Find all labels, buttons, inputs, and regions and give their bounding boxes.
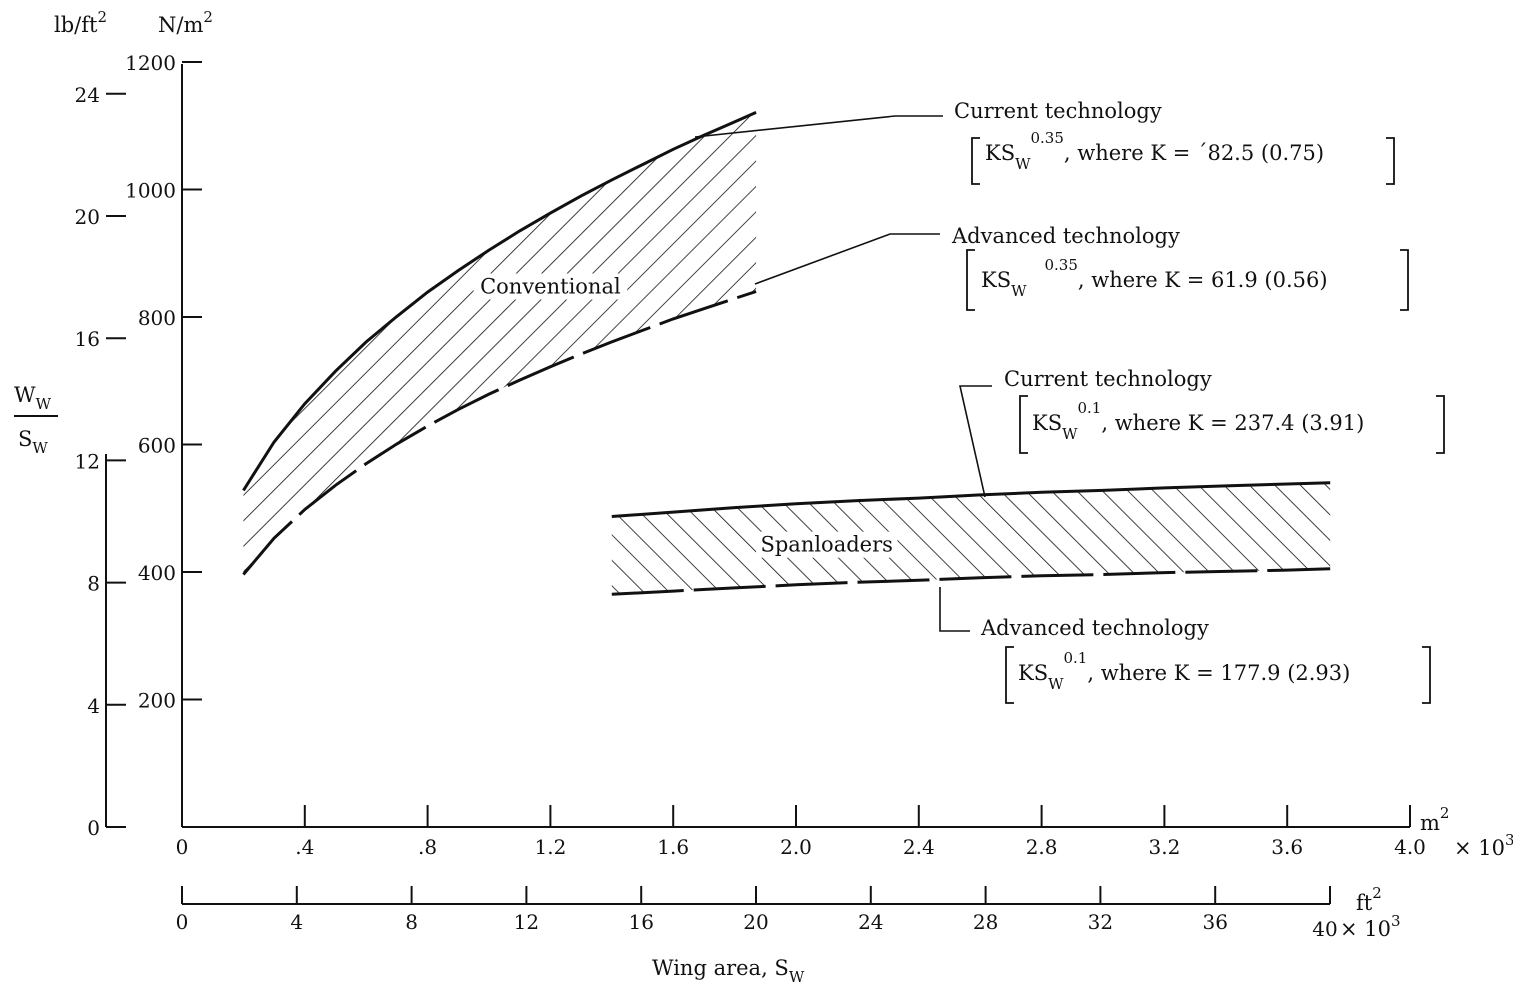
x-axis-metric-ticks: 0 .4 .8 1.2 1.6 2.0 2.4 2.8 3.2 3.6 4.0 bbox=[176, 805, 1426, 859]
x-imperial-tick-label: 12 bbox=[514, 910, 539, 934]
svg-text:SW: SW bbox=[18, 427, 48, 457]
x-axis-metric-multiplier: × 103 bbox=[1454, 831, 1513, 860]
leader-span-advanced bbox=[939, 587, 970, 632]
conventional-advanced-line bbox=[242, 290, 757, 576]
x-axis-metric-unit: m2 bbox=[1420, 804, 1449, 835]
x-metric-tick-label: 2.0 bbox=[780, 835, 812, 859]
svg-text:Current technology: Current technology bbox=[954, 99, 1162, 123]
spanloaders-hatch-area bbox=[611, 482, 1331, 595]
region-label-conventional: Conventional bbox=[480, 275, 621, 299]
x-metric-tick-label: .8 bbox=[418, 835, 437, 859]
x-imperial-tick-label: 40 bbox=[1312, 917, 1337, 941]
x-metric-tick-label: 1.2 bbox=[534, 835, 566, 859]
leader-conv-advanced bbox=[754, 233, 940, 285]
y-si-tick-label: 800 bbox=[138, 306, 176, 330]
bands bbox=[242, 111, 1331, 596]
annotation-conv-advanced: Advanced technology KSW0.35, where K = 6… bbox=[951, 224, 1409, 311]
x-metric-tick-label: 2.8 bbox=[1026, 835, 1058, 859]
x-imperial-tick-label: 36 bbox=[1202, 910, 1227, 934]
x-imperial-tick-label: 16 bbox=[628, 910, 653, 934]
conventional-current-line bbox=[242, 111, 757, 492]
x-metric-tick-label: 3.2 bbox=[1148, 835, 1180, 859]
leader-conv-current bbox=[694, 115, 943, 138]
x-imperial-tick-label: 20 bbox=[743, 910, 768, 934]
x-metric-tick-label: 1.6 bbox=[657, 835, 689, 859]
y-axis-si-unit: N/m2 bbox=[158, 8, 213, 37]
conventional-hatch-area bbox=[243, 112, 757, 575]
region-label-bg bbox=[756, 531, 898, 558]
y-imperial-tick-label: 8 bbox=[87, 572, 100, 596]
region-label-spanloaders: Spanloaders bbox=[760, 533, 892, 557]
x-metric-tick-label: 3.6 bbox=[1271, 835, 1303, 859]
y-imperial-tick-label: 20 bbox=[75, 205, 100, 229]
x-imperial-tick-label: 8 bbox=[405, 910, 418, 934]
y-imperial-tick-label: 4 bbox=[87, 694, 100, 718]
x-metric-tick-label: 4.0 bbox=[1394, 835, 1426, 859]
annotation-span-current: Current technology KSW0.1, where K = 237… bbox=[1004, 367, 1445, 454]
x-metric-tick-label: 2.4 bbox=[903, 835, 935, 859]
y-imperial-tick-label: 0 bbox=[87, 816, 100, 840]
x-axis-imperial-unit: ft2 bbox=[1356, 884, 1382, 915]
spanloaders-advanced-line bbox=[611, 567, 1331, 596]
leader-span-current bbox=[958, 385, 992, 498]
y-imperial-tick-label: 16 bbox=[75, 327, 100, 351]
svg-text:Advanced technology: Advanced technology bbox=[980, 616, 1209, 640]
y-si-tick-label: 200 bbox=[138, 689, 176, 713]
y-si-tick-label: 1000 bbox=[125, 179, 176, 203]
x-axis-label: Wing area, SW bbox=[652, 956, 805, 986]
x-metric-tick-label: .4 bbox=[295, 835, 314, 859]
y-si-tick-label: 1200 bbox=[125, 51, 176, 75]
y-si-tick-label: 600 bbox=[138, 434, 176, 458]
x-axis-imperial-ticks: 0 4 8 12 16 20 24 28 32 36 40 bbox=[176, 886, 1338, 941]
y-si-tick-label: 400 bbox=[138, 561, 176, 585]
spanloaders-current-line bbox=[611, 481, 1331, 518]
svg-text:KSW0.35, where K = 61.9 (0.56): KSW0.35, where K = 61.9 (0.56) bbox=[981, 256, 1328, 300]
y-axis-imperial-unit: lb/ft2 bbox=[54, 8, 107, 37]
y-axis-label: WW SW bbox=[14, 383, 58, 457]
leader-lines bbox=[694, 115, 992, 632]
svg-text:KSW0.1, where K = 177.9 (2.93): KSW0.1, where K = 177.9 (2.93) bbox=[1018, 649, 1350, 693]
svg-text:WW: WW bbox=[14, 383, 52, 413]
x-imperial-tick-label: 4 bbox=[290, 910, 303, 934]
region-label-bg bbox=[473, 273, 628, 300]
svg-text:KSW0.35, where K = ´82.5 (0.75: KSW0.35, where K = ´82.5 (0.75) bbox=[985, 129, 1324, 173]
x-imperial-tick-label: 24 bbox=[858, 910, 883, 934]
x-imperial-tick-label: 28 bbox=[973, 910, 998, 934]
x-metric-tick-label: 0 bbox=[176, 835, 189, 859]
svg-text:Advanced technology: Advanced technology bbox=[951, 224, 1180, 248]
y-imperial-tick-label: 24 bbox=[75, 83, 100, 107]
annotation-span-advanced: Advanced technology KSW0.1, where K = 17… bbox=[980, 616, 1431, 704]
x-imperial-tick-label: 0 bbox=[176, 910, 189, 934]
annotation-conv-current: Current technology KSW0.35, where K = ´8… bbox=[954, 99, 1395, 185]
x-axis-imperial-multiplier: × 103 bbox=[1340, 912, 1401, 941]
y-imperial-tick-label: 12 bbox=[75, 449, 100, 473]
y-axis-si-ticks: 200 400 600 800 1000 1200 bbox=[125, 51, 202, 713]
y-axis-imperial-ticks: 0 4 8 12 16 20 24 bbox=[75, 83, 126, 840]
svg-text:Current technology: Current technology bbox=[1004, 367, 1212, 391]
svg-text:KSW0.1, where K = 237.4 (3.91): KSW0.1, where K = 237.4 (3.91) bbox=[1032, 399, 1364, 443]
region-labels: Conventional Spanloaders bbox=[473, 273, 898, 558]
x-imperial-tick-label: 32 bbox=[1088, 910, 1113, 934]
